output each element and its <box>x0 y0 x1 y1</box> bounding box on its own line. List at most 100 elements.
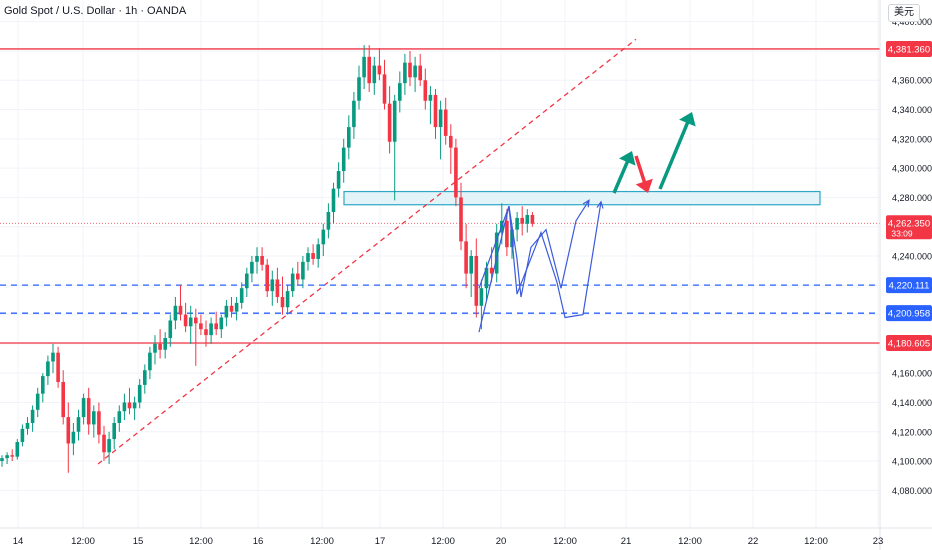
candle <box>199 323 203 330</box>
last-price-label: 4,262.350 <box>888 218 930 229</box>
candle <box>336 171 341 189</box>
price-tick-label: 4,400.000 <box>892 17 932 27</box>
candle <box>413 65 417 78</box>
candle <box>137 384 142 403</box>
time-tick-label: 12:00 <box>804 536 828 547</box>
time-tick-label: 12:00 <box>71 536 95 547</box>
candle <box>15 442 20 457</box>
time-tick-label: 15 <box>133 536 144 547</box>
candle <box>341 147 346 172</box>
price-tick-label: 4,120.000 <box>892 427 932 437</box>
candle <box>46 361 50 377</box>
time-tick-label: 23 <box>873 536 884 547</box>
up-arrow-icon[interactable] <box>658 112 696 190</box>
candle <box>347 127 351 148</box>
candle <box>469 256 473 274</box>
candle <box>387 103 392 142</box>
candle <box>352 100 356 128</box>
time-tick-label: 12:00 <box>431 536 455 547</box>
candle <box>403 62 407 84</box>
path-2-arrowhead <box>596 200 604 209</box>
candle <box>204 329 208 336</box>
horizontal-levels[interactable] <box>0 48 880 344</box>
candle <box>132 402 137 409</box>
candle <box>474 256 479 306</box>
level-label-bg <box>886 334 932 351</box>
candle <box>484 267 489 289</box>
candle <box>418 65 422 81</box>
candle <box>66 417 71 444</box>
candle <box>306 253 310 262</box>
direction-arrows[interactable] <box>612 112 696 194</box>
level-label: 4,381.360 <box>888 44 930 55</box>
price-axis[interactable]: 4,080.000 4,100.000 4,120.000 4,140.000 4,16… <box>892 17 932 496</box>
candle <box>86 398 91 425</box>
candle <box>219 317 224 330</box>
resistance-zone[interactable] <box>343 190 821 206</box>
candle <box>81 398 86 418</box>
last-price-countdown: 33:09 <box>891 228 913 238</box>
projected-path-1[interactable] <box>478 200 590 298</box>
candles <box>0 45 535 473</box>
time-tick-label: 17 <box>375 536 386 547</box>
candle <box>443 109 448 136</box>
time-tick-label: 16 <box>253 536 264 547</box>
chart-title: Gold Spot / U.S. Dollar · 1h · OANDA <box>4 5 187 17</box>
price-tick-label: 4,360.000 <box>892 76 932 86</box>
candle <box>10 455 14 457</box>
candle <box>224 305 229 318</box>
candle <box>148 352 152 371</box>
candle <box>0 458 4 462</box>
last-price-tag-bg <box>886 215 932 240</box>
trendline[interactable] <box>97 38 637 465</box>
candle <box>250 261 254 274</box>
candle <box>41 376 45 394</box>
candle <box>117 411 122 423</box>
time-tick-label: 12:00 <box>310 536 334 547</box>
candle <box>265 264 269 292</box>
candle <box>280 297 285 308</box>
candle <box>398 83 402 101</box>
price-tick-label: 4,100.000 <box>892 457 932 467</box>
ascending-trendline[interactable] <box>97 38 637 465</box>
candle <box>188 317 193 327</box>
time-tick-label: 12:00 <box>553 536 577 547</box>
candle <box>122 402 127 412</box>
candle <box>194 317 198 324</box>
candle <box>260 256 264 265</box>
candle <box>459 197 463 242</box>
grid-lines <box>0 0 880 528</box>
candle <box>209 323 213 336</box>
price-tick-label: 4,340.000 <box>892 105 932 115</box>
price-tick-label: 4,080.000 <box>892 486 932 496</box>
currency-button[interactable]: 美元 <box>888 4 920 22</box>
candle <box>367 56 371 84</box>
price-tick-label: 4,160.000 <box>892 369 932 379</box>
time-axis[interactable]: 14 12:00 15 12:00 16 12:00 17 12:00 20 12:00 21 12:… <box>13 536 884 547</box>
candle <box>428 94 433 101</box>
projected-paths[interactable] <box>478 199 604 333</box>
candle <box>143 370 147 385</box>
candle <box>76 417 81 432</box>
down-arrow-icon[interactable] <box>634 155 653 193</box>
candle <box>525 214 530 224</box>
candle <box>326 212 331 230</box>
time-tick-label: 12:00 <box>189 536 213 547</box>
candle <box>377 65 382 75</box>
zone-rect[interactable] <box>343 190 821 206</box>
candle <box>489 267 494 274</box>
up-arrow-icon[interactable] <box>612 151 636 194</box>
candle <box>71 431 76 444</box>
candle <box>285 291 290 308</box>
candle <box>454 147 458 198</box>
candle <box>362 56 366 78</box>
candle <box>30 409 35 423</box>
candle <box>127 402 132 409</box>
level-labels: 4,381.360 4,220.111 4,200.958 4,180.605 4,26… <box>886 40 932 351</box>
candle <box>168 320 173 339</box>
price-tick-label: 4,320.000 <box>892 134 932 144</box>
candle <box>372 65 377 84</box>
projected-path-2[interactable] <box>478 201 602 333</box>
candle <box>438 109 443 128</box>
